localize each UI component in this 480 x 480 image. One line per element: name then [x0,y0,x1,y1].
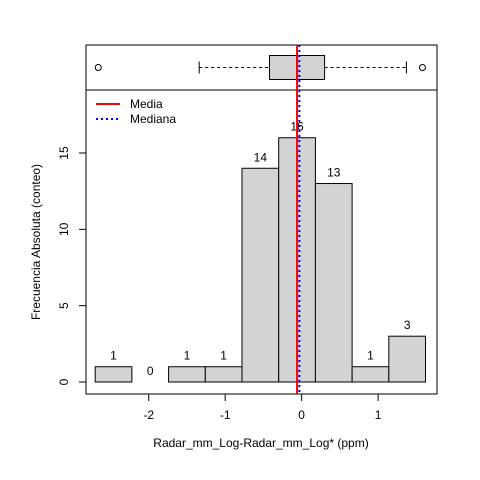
bar-count-label: 14 [254,150,268,164]
bar-count-label: 1 [110,349,117,363]
boxplot-outlier [94,64,102,71]
histogram-bar [204,366,243,383]
histogram-bars: 101114161313 [94,120,427,383]
histogram-bar [351,366,390,383]
y-axis: 0 5 10 15 [57,146,86,385]
y-tick-label: 15 [57,146,71,160]
histogram-bar [241,167,280,383]
histogram-bar [388,335,427,383]
x-tick-label: 0 [298,408,305,422]
bar-count-label: 1 [367,349,374,363]
y-tick-label: 0 [57,378,71,385]
y-tick-label: 5 [57,302,71,309]
bar-count-label: 1 [184,349,191,363]
histogram-panel-frame [85,89,438,395]
reference-lines [296,45,301,394]
boxplot-outlier [418,64,426,71]
y-axis-title: Frecuencia Absoluta (conteo) [29,164,43,320]
x-axis-title: Radar_mm_Log-Radar_mm_Log* (ppm) [153,436,368,450]
histogram-bar [94,366,133,383]
bar-count-label: 1 [220,349,227,363]
histogram-bar [314,183,353,383]
legend-mean-label: Media [130,97,163,111]
legend-median-label: Mediana [130,112,176,126]
x-axis: -2 -1 0 1 [143,394,382,422]
bar-count-label: 13 [327,166,341,180]
x-tick-label: 1 [375,408,382,422]
x-tick-label: -2 [143,408,154,422]
bar-count-label: 0 [147,364,154,378]
bar-count-label: 3 [404,318,411,332]
histogram-bar [168,366,206,383]
legend: Media Mediana [96,97,176,126]
y-tick-label: 10 [57,222,71,236]
x-tick-label: -1 [220,408,231,422]
